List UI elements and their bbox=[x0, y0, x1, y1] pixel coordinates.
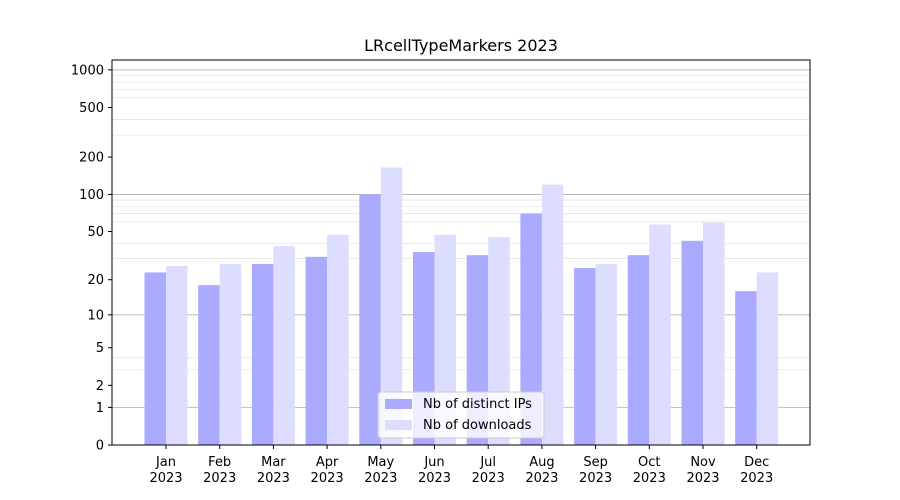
y-tick-label: 2 bbox=[96, 379, 104, 394]
bar-distinct-ips bbox=[359, 194, 381, 445]
x-tick-label-month: Sep bbox=[583, 455, 608, 470]
x-tick-label-year: 2023 bbox=[257, 471, 290, 486]
x-tick-label-year: 2023 bbox=[472, 471, 505, 486]
x-tick-label-year: 2023 bbox=[579, 471, 612, 486]
bar-downloads bbox=[703, 222, 725, 445]
y-tick-label: 20 bbox=[87, 273, 104, 288]
x-tick-label-year: 2023 bbox=[364, 471, 397, 486]
legend: Nb of distinct IPs Nb of downloads bbox=[377, 391, 545, 439]
y-tick-label: 50 bbox=[87, 225, 104, 240]
bar-distinct-ips bbox=[574, 268, 596, 445]
bar-distinct-ips bbox=[520, 213, 542, 445]
bar-distinct-ips bbox=[681, 240, 703, 445]
x-tick-label-year: 2023 bbox=[686, 471, 719, 486]
legend-swatch-distinct-ips bbox=[385, 399, 412, 409]
x-tick-label-year: 2023 bbox=[311, 471, 344, 486]
legend-box bbox=[377, 391, 545, 439]
legend-label-downloads: Nb of downloads bbox=[423, 418, 532, 433]
x-tick-label-month: Aug bbox=[529, 455, 554, 470]
bar-downloads bbox=[649, 224, 671, 445]
bar-downloads bbox=[219, 264, 242, 445]
x-tick-label-month: Oct bbox=[638, 455, 660, 470]
x-tick-label-month: Dec bbox=[744, 455, 769, 470]
bar-downloads bbox=[327, 234, 349, 445]
y-tick-label: 1 bbox=[96, 401, 104, 416]
x-tick-label-year: 2023 bbox=[149, 471, 182, 486]
x-tick-label-month: Mar bbox=[261, 455, 286, 470]
bar-distinct-ips bbox=[144, 272, 166, 445]
x-tick-label-month: Apr bbox=[316, 455, 339, 470]
y-tick-label: 0 bbox=[96, 439, 104, 454]
legend-label-distinct-ips: Nb of distinct IPs bbox=[423, 397, 532, 412]
bar-downloads bbox=[273, 246, 295, 445]
bar-downloads bbox=[380, 167, 403, 445]
x-tick-label-month: Jul bbox=[479, 455, 496, 470]
y-tick-label: 500 bbox=[79, 101, 104, 116]
x-tick-label-month: Feb bbox=[208, 455, 231, 470]
legend-swatch-downloads bbox=[385, 420, 412, 430]
x-tick-label-year: 2023 bbox=[203, 471, 236, 486]
x-axis: Jan2023Feb2023Mar2023Apr2023May2023Jun20… bbox=[149, 445, 773, 486]
y-tick-label: 1000 bbox=[71, 63, 104, 78]
bar-downloads bbox=[166, 266, 188, 445]
bar-downloads bbox=[595, 264, 618, 445]
bar-distinct-ips bbox=[251, 264, 274, 445]
plot-frame bbox=[111, 59, 811, 446]
y-tick-label: 5 bbox=[96, 341, 104, 356]
bar-distinct-ips bbox=[735, 291, 757, 445]
x-tick-label-month: May bbox=[367, 455, 394, 470]
x-tick-label-year: 2023 bbox=[740, 471, 773, 486]
x-tick-label-year: 2023 bbox=[418, 471, 451, 486]
bar-distinct-ips bbox=[305, 256, 328, 445]
bar-downloads bbox=[756, 272, 779, 445]
x-tick-label-month: Jun bbox=[423, 455, 444, 470]
y-tick-label: 100 bbox=[79, 188, 104, 203]
y-tick-label: 10 bbox=[87, 308, 104, 323]
x-tick-label-month: Jan bbox=[155, 455, 176, 470]
y-axis: 0 1 2 5 10 20 50 100 200 500 1000 bbox=[71, 63, 112, 454]
x-tick-label-month: Nov bbox=[690, 455, 716, 470]
y-tick-label: 200 bbox=[79, 151, 104, 166]
bar-downloads bbox=[541, 184, 564, 445]
x-tick-label-year: 2023 bbox=[525, 471, 558, 486]
x-tick-label-year: 2023 bbox=[633, 471, 666, 486]
bar-distinct-ips bbox=[627, 255, 650, 445]
chart-title: LRcellTypeMarkers 2023 bbox=[364, 36, 558, 55]
bar-distinct-ips bbox=[198, 285, 220, 445]
